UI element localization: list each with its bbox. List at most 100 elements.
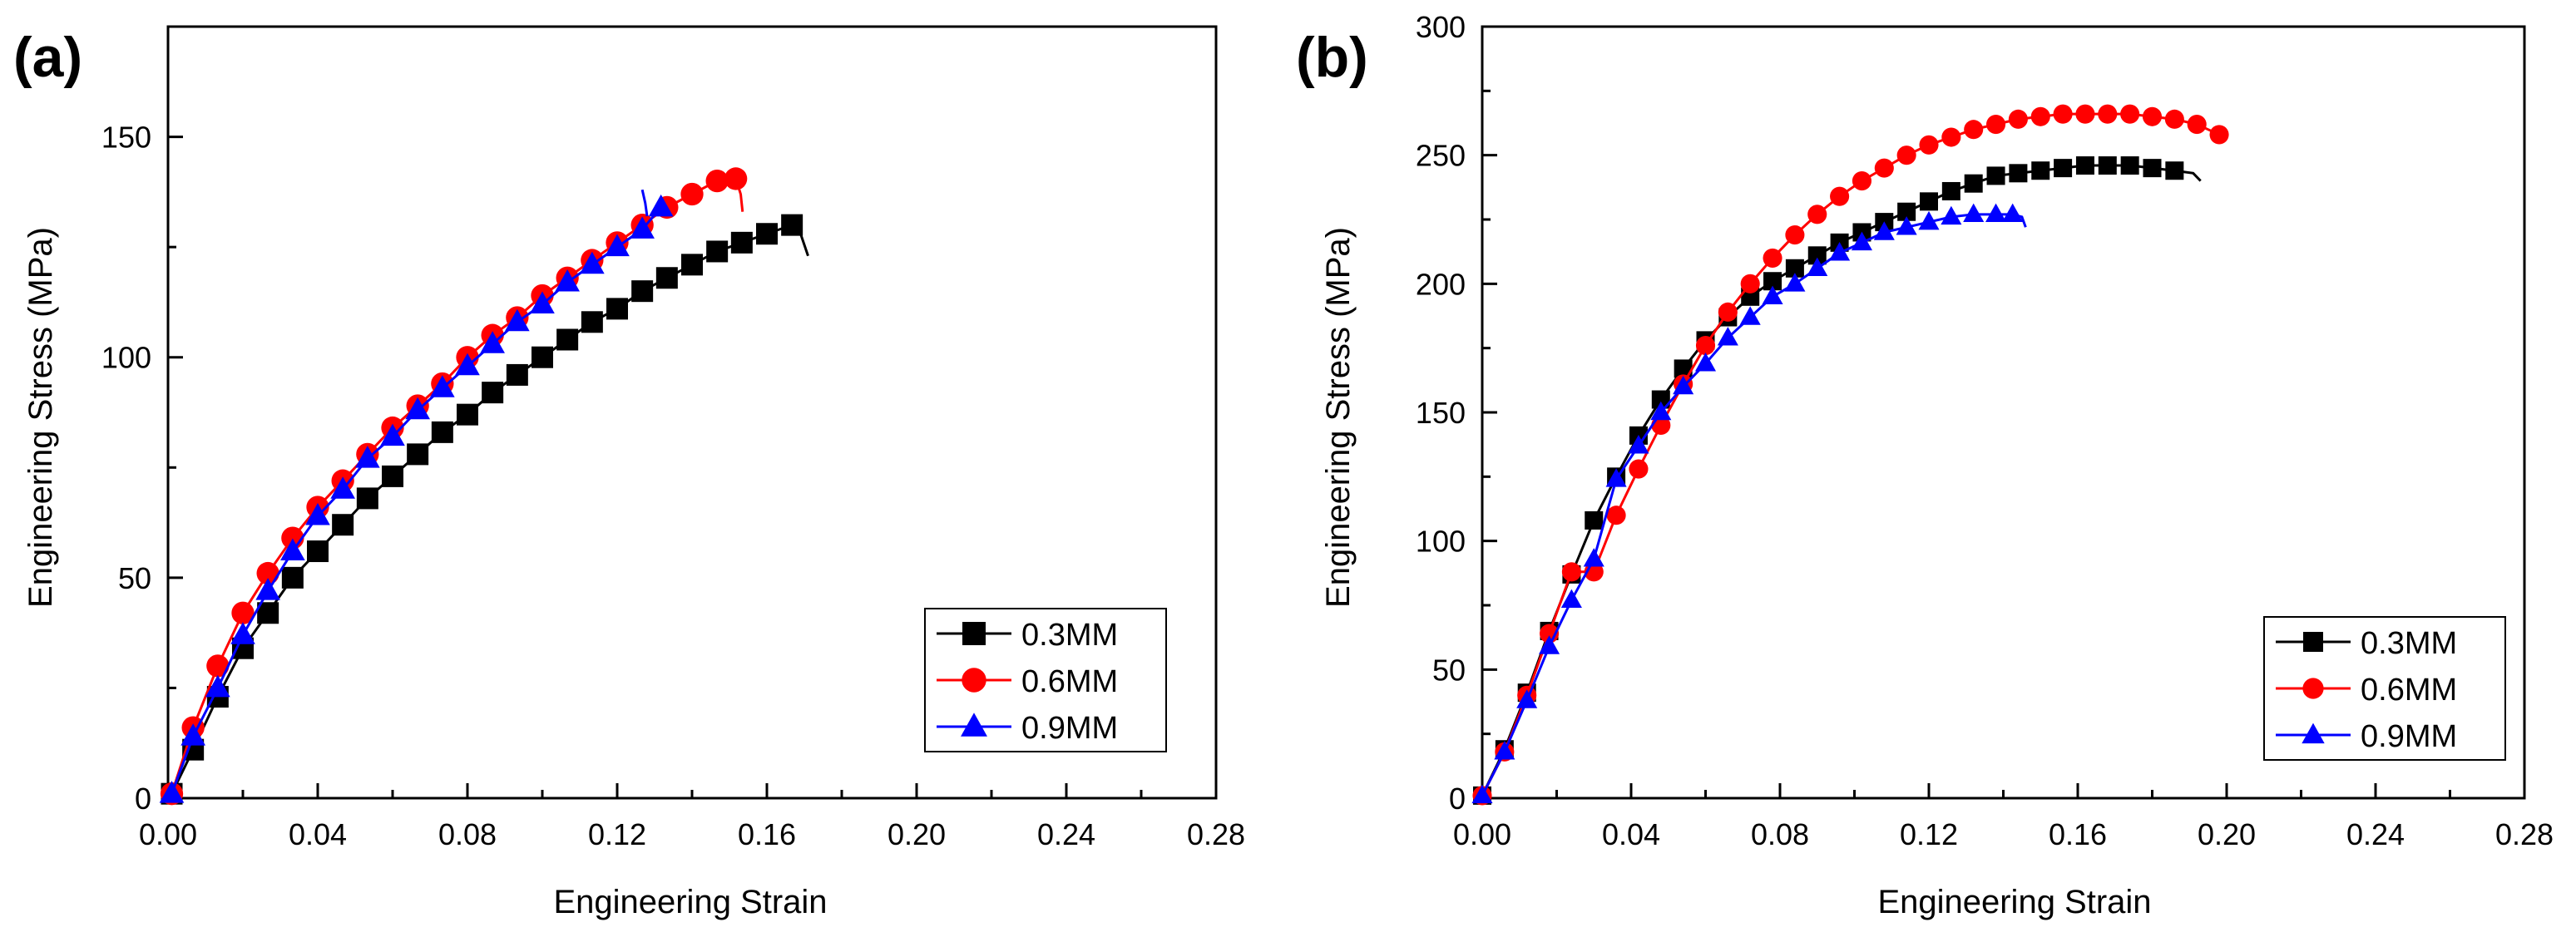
- legend-marker-a-1: [962, 668, 986, 693]
- data-point-b-2: [1807, 257, 1828, 277]
- data-point-a-2: [455, 353, 480, 376]
- data-point-b-2: [1784, 273, 1806, 292]
- data-point-a-0: [407, 443, 429, 466]
- data-point-a-2: [280, 538, 305, 560]
- series-line-a-2: [171, 206, 662, 795]
- x-tick-label-b: 0.00: [1453, 817, 1511, 851]
- y-axis-title-a: Engineering Stress (MPa): [22, 227, 59, 608]
- series-a-0: [161, 214, 809, 805]
- data-point-b-2: [1605, 468, 1627, 487]
- data-point-a-2: [230, 622, 255, 644]
- series-line-b-1: [1481, 112, 2220, 797]
- data-point-b-1: [1695, 336, 1716, 356]
- legend-label-a-0: 0.3MM: [1021, 618, 1118, 653]
- data-point-b-1: [2053, 104, 2073, 124]
- x-tick-label-b: 0.24: [2346, 817, 2405, 851]
- series-b-1: [1472, 104, 2229, 806]
- data-point-a-0: [356, 487, 378, 510]
- data-point-a-2: [430, 375, 455, 397]
- y-tick-label-b: 250: [1416, 139, 1466, 173]
- data-point-b-2: [1628, 435, 1649, 454]
- data-point-b-1: [1852, 171, 1871, 191]
- data-point-b-2: [1694, 353, 1717, 372]
- data-point-a-2: [355, 446, 380, 468]
- panel-label-a: (a): [13, 26, 82, 89]
- data-point-a-1: [705, 169, 729, 193]
- data-point-a-0: [631, 280, 654, 303]
- series-line-a-0: [171, 224, 793, 795]
- data-point-b-1: [2120, 104, 2140, 124]
- data-point-b-2: [1829, 242, 1851, 261]
- legend-b: 0.3MM 0.6MM 0.9MM: [2263, 616, 2506, 761]
- y-axis-title-b: Engineering Stress (MPa): [1320, 227, 1357, 608]
- data-point-b-1: [2187, 114, 2207, 135]
- data-point-a-2: [305, 503, 330, 525]
- y-tick-label-b: 150: [1416, 396, 1466, 430]
- data-point-b-2: [1762, 285, 1783, 305]
- x-tick-label-a: 0.00: [139, 817, 197, 851]
- data-point-b-2: [1963, 203, 1985, 223]
- y-tick-label-b: 200: [1416, 267, 1466, 301]
- data-point-b-0: [2165, 161, 2184, 180]
- data-point-b-1: [1807, 205, 1827, 224]
- x-tick-label-b: 0.08: [1751, 817, 1809, 851]
- data-point-b-2: [1851, 231, 1872, 251]
- x-tick-label-b: 0.04: [1602, 817, 1660, 851]
- x-tick-label-b: 0.16: [2049, 817, 2107, 851]
- data-point-b-1: [1986, 114, 2006, 135]
- data-point-a-0: [606, 298, 628, 320]
- x-tick-label-a: 0.28: [1187, 817, 1245, 851]
- data-point-a-0: [382, 465, 403, 487]
- x-tick-label-a: 0.04: [289, 817, 347, 851]
- data-point-b-1: [2142, 106, 2163, 126]
- data-point-a-2: [255, 578, 280, 600]
- legend-label-b-1: 0.6MM: [2361, 673, 2457, 708]
- data-point-b-1: [2075, 104, 2095, 124]
- data-point-b-0: [1585, 510, 1604, 530]
- data-point-b-1: [1629, 459, 1649, 479]
- data-point-a-0: [756, 223, 778, 245]
- data-point-a-2: [605, 234, 630, 257]
- y-tick-label-a: 50: [118, 561, 151, 595]
- x-axis-title-a: Engineering Strain: [553, 884, 827, 920]
- data-point-b-1: [1896, 145, 1916, 165]
- data-point-b-0: [1986, 166, 2005, 185]
- x-tick-label-a: 0.16: [738, 817, 796, 851]
- data-point-b-0: [2075, 156, 2094, 175]
- data-point-b-1: [2098, 104, 2118, 124]
- data-point-b-0: [2054, 159, 2073, 178]
- data-point-b-0: [2143, 159, 2162, 178]
- data-point-a-2: [505, 308, 530, 332]
- data-point-a-2: [555, 269, 580, 292]
- data-point-a-2: [159, 781, 185, 803]
- data-point-b-2: [1471, 784, 1493, 804]
- data-point-b-1: [1763, 248, 1782, 268]
- data-point-b-2: [1941, 205, 1962, 225]
- data-point-a-0: [556, 328, 579, 351]
- data-point-b-0: [1651, 390, 1670, 409]
- data-point-a-0: [431, 421, 453, 443]
- data-point-a-1: [680, 182, 704, 206]
- data-point-a-2: [405, 397, 430, 420]
- x-tick-label-a: 0.08: [438, 817, 497, 851]
- data-point-b-1: [1919, 135, 1939, 155]
- data-point-a-2: [580, 251, 605, 274]
- x-tick-label-a: 0.20: [888, 817, 946, 851]
- panel-b: (b) 0.00 0.04 0.08 0.12 0.16 0.20 0.24 0.28 0 50 1…: [1296, 10, 2554, 920]
- data-point-a-2: [330, 476, 355, 499]
- data-point-b-2: [1918, 210, 1940, 230]
- x-tick-label-a: 0.24: [1037, 817, 1095, 851]
- data-point-b-2: [1560, 589, 1582, 609]
- data-point-b-0: [1897, 202, 1916, 221]
- data-point-a-0: [706, 240, 729, 263]
- data-point-b-2: [1739, 306, 1761, 325]
- data-point-a-2: [205, 674, 230, 698]
- legend-label-a-1: 0.6MM: [1021, 664, 1118, 699]
- legend-label-a-2: 0.9MM: [1021, 711, 1118, 746]
- panel-a: (a) 0.00 0.04 0.08 0.12 0.16 0.20 0.24 0.28 0 50 1…: [13, 25, 1245, 920]
- data-point-a-1: [256, 561, 279, 585]
- data-point-b-1: [1964, 120, 1984, 140]
- data-point-a-0: [506, 363, 528, 386]
- x-tick-label-b: 0.28: [2495, 817, 2554, 851]
- data-point-a-0: [281, 566, 304, 589]
